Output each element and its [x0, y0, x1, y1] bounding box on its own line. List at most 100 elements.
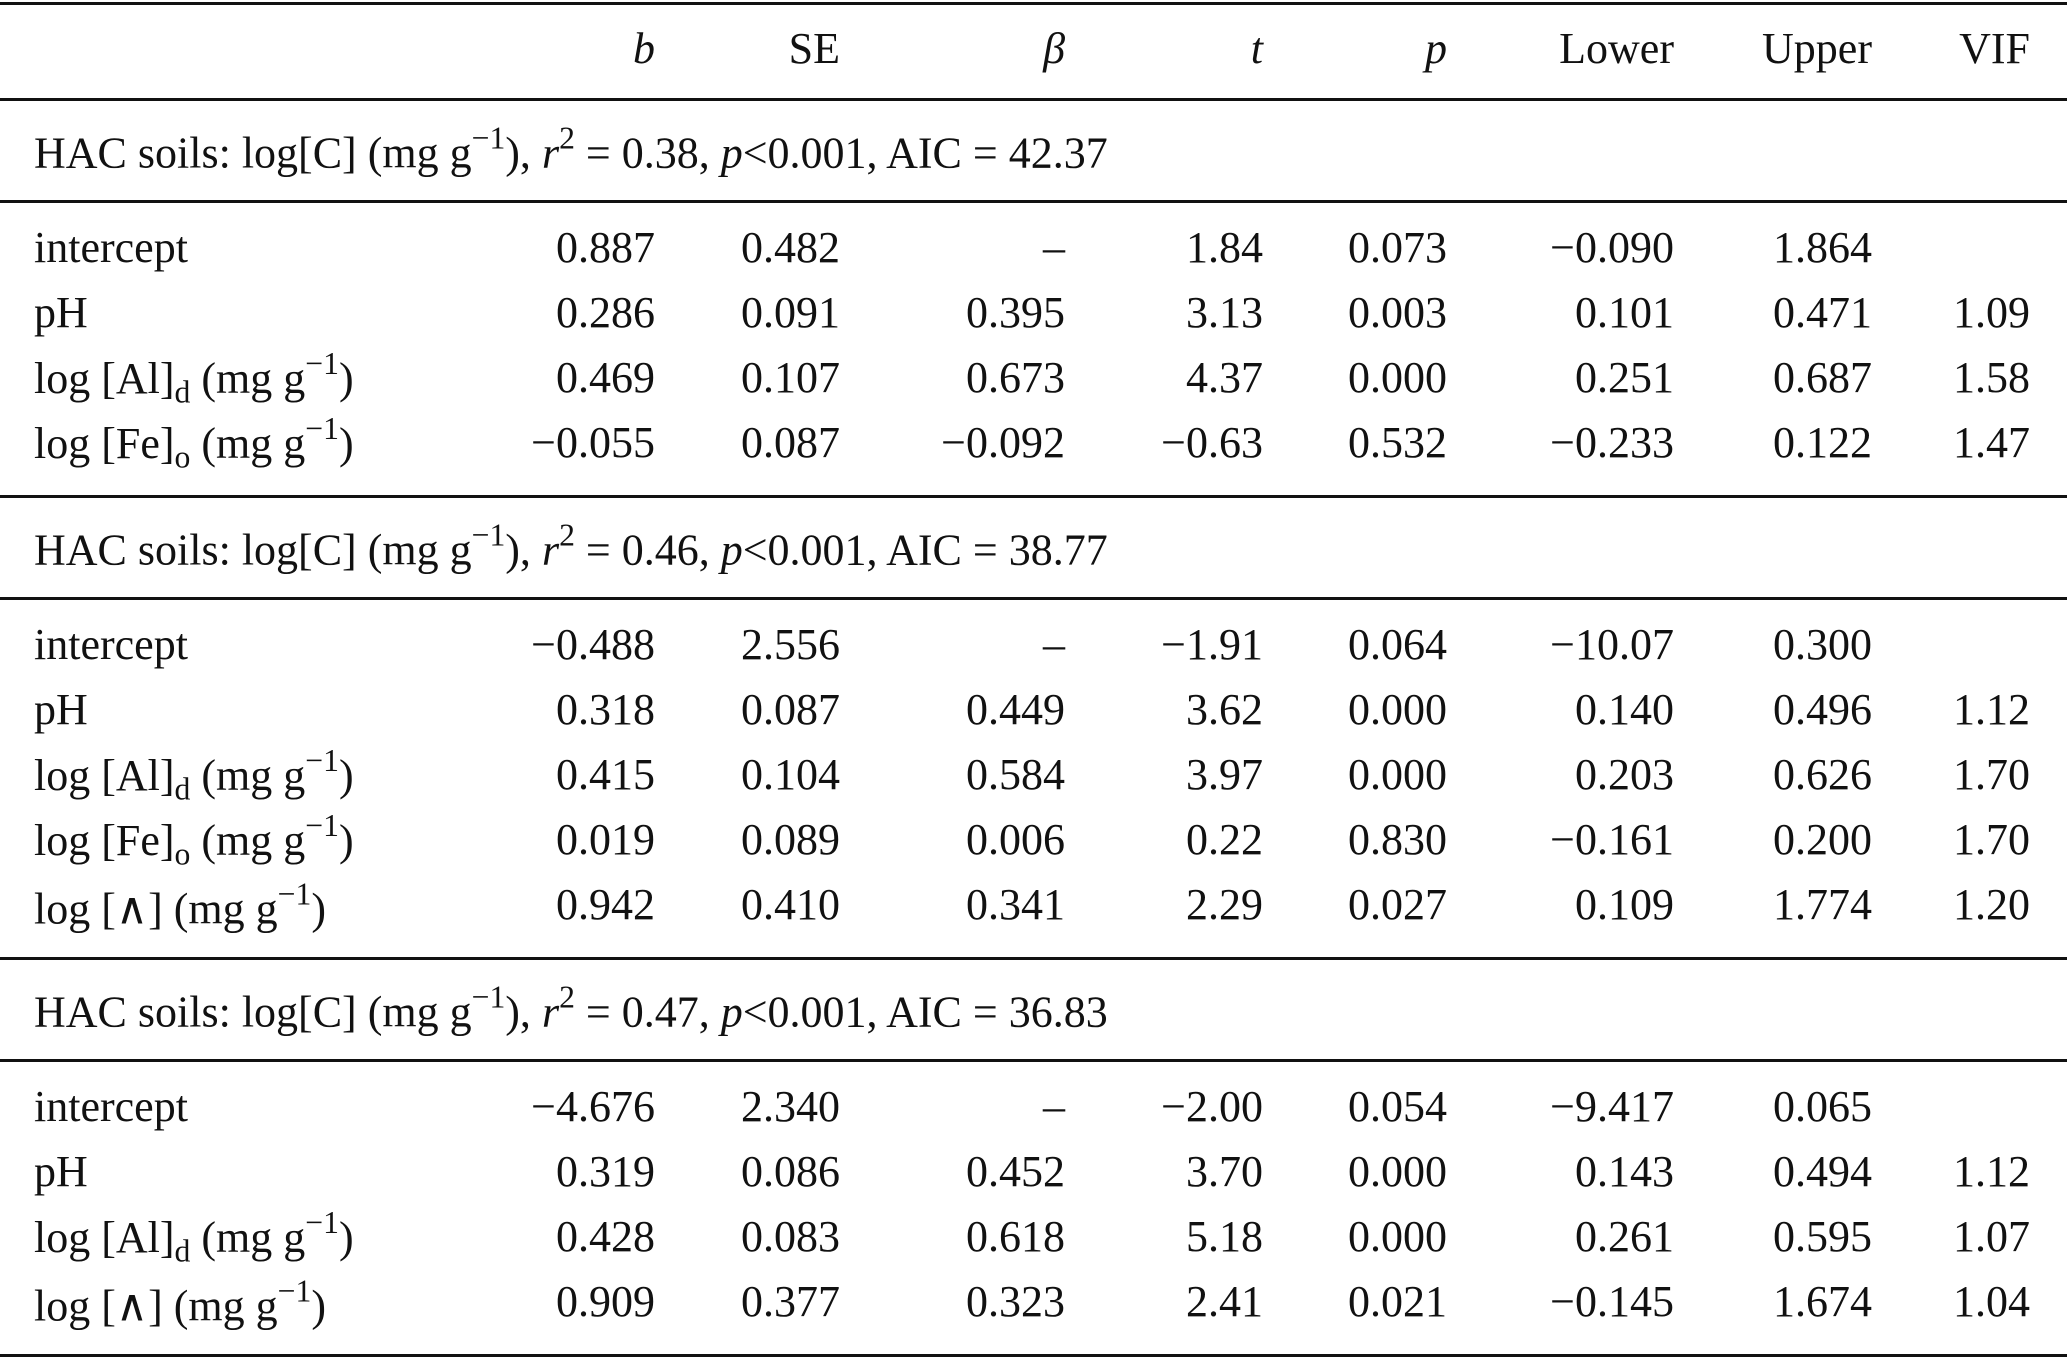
- text-segment: −1: [305, 410, 339, 446]
- cell-value: 0.286: [556, 288, 655, 337]
- rule: [0, 1354, 2067, 1357]
- cell-value: −0.63: [1161, 418, 1263, 467]
- text-segment: log [∧] (mg g: [34, 1281, 278, 1331]
- cell-value: 0.395: [966, 288, 1065, 337]
- column-header: SE: [788, 24, 840, 73]
- text-segment: −1: [471, 120, 506, 156]
- text-segment: −1: [471, 979, 506, 1015]
- text-segment: log [Al]: [34, 353, 175, 403]
- text-segment: −1: [305, 807, 339, 843]
- cell-value: 3.70: [1186, 1147, 1263, 1196]
- cell-value: 1.09: [1953, 288, 2030, 337]
- cell-value: 2.340: [741, 1082, 840, 1131]
- cell-value: 0.107: [741, 353, 840, 402]
- section-title: HAC soils: log[C] (mg g−1), r2 = 0.38, p…: [34, 120, 1108, 178]
- cell-value: 0.000: [1348, 685, 1447, 734]
- cell-value: 0.083: [741, 1212, 840, 1261]
- cell-value: 1.864: [1773, 223, 1872, 272]
- text-segment: ): [311, 1281, 326, 1331]
- text-segment: −1: [277, 1273, 312, 1309]
- cell-value: 0.109: [1575, 880, 1674, 929]
- text-segment: r: [541, 128, 560, 178]
- text-segment: pH: [34, 288, 88, 337]
- row-label: log [Fe]o (mg g−1): [34, 413, 354, 473]
- text-segment: HAC soils: log[C] (mg g: [34, 128, 472, 178]
- cell-value: −0.090: [1550, 223, 1674, 272]
- cell-value: −10.07: [1550, 620, 1674, 669]
- rule: [0, 957, 2067, 960]
- column-header: p: [1425, 24, 1447, 73]
- cell-value: −4.676: [531, 1082, 655, 1131]
- cell-value: 0.687: [1773, 353, 1872, 402]
- cell-value: 0.143: [1575, 1147, 1674, 1196]
- text-segment: log [Al]: [34, 1212, 175, 1262]
- cell-value: 4.37: [1186, 353, 1263, 402]
- cell-value: 0.101: [1575, 288, 1674, 337]
- cell-value: 0.673: [966, 353, 1065, 402]
- cell-value: 0.073: [1348, 223, 1447, 272]
- text-segment: (mg g: [190, 815, 306, 865]
- text-segment: −1: [305, 345, 339, 381]
- row-label: log [∧] (mg g−1): [34, 1273, 326, 1331]
- cell-value: 2.41: [1186, 1277, 1263, 1326]
- row-label: log [Fe]o (mg g−1): [34, 810, 354, 870]
- cell-value: 0.054: [1348, 1082, 1447, 1131]
- cell-value: 0.006: [966, 815, 1065, 864]
- cell-value: −0.092: [941, 418, 1065, 467]
- row-label: pH: [34, 1150, 88, 1194]
- cell-value: 1.58: [1953, 353, 2030, 402]
- cell-value: 2.556: [741, 620, 840, 669]
- text-segment: ): [338, 750, 354, 800]
- text-segment: ),: [505, 987, 542, 1037]
- cell-value: 0.000: [1348, 1212, 1447, 1261]
- text-segment: log [Fe]: [34, 815, 175, 865]
- cell-value: 0.089: [741, 815, 840, 864]
- text-segment: p: [720, 987, 743, 1037]
- cell-value: 0.428: [556, 1212, 655, 1261]
- row-label: log [Al]d (mg g−1): [34, 745, 354, 805]
- row-label: pH: [34, 688, 88, 732]
- cell-value: 0.532: [1348, 418, 1447, 467]
- text-segment: ): [338, 353, 354, 403]
- cell-value: 1.07: [1953, 1212, 2030, 1261]
- row-label: intercept: [34, 623, 188, 667]
- rule: [0, 98, 2067, 101]
- text-segment: = 0.47,: [574, 987, 721, 1037]
- cell-value: 0.064: [1348, 620, 1447, 669]
- cell-value: 0.410: [741, 880, 840, 929]
- cell-value: 0.251: [1575, 353, 1674, 402]
- cell-value: 0.341: [966, 880, 1065, 929]
- cell-value: 0.086: [741, 1147, 840, 1196]
- text-segment: (mg g: [190, 418, 306, 468]
- text-segment: log [∧] (mg g: [34, 884, 278, 934]
- text-segment: d: [174, 374, 191, 410]
- cell-value: 0.021: [1348, 1277, 1447, 1326]
- text-segment: −1: [277, 876, 312, 912]
- cell-value: 0.887: [556, 223, 655, 272]
- text-segment: −1: [305, 742, 339, 778]
- rule: [0, 200, 2067, 203]
- cell-value: −0.055: [531, 418, 655, 467]
- cell-value: 0.065: [1773, 1082, 1872, 1131]
- text-segment: r: [541, 987, 560, 1037]
- column-header: VIF: [1959, 24, 2030, 73]
- text-segment: d: [174, 771, 191, 807]
- text-segment: intercept: [34, 1082, 188, 1131]
- cell-value: 0.595: [1773, 1212, 1872, 1261]
- text-segment: (mg g: [190, 750, 306, 800]
- cell-value: 1.04: [1953, 1277, 2030, 1326]
- cell-value: −0.488: [531, 620, 655, 669]
- cell-value: 1.774: [1773, 880, 1872, 929]
- text-segment: p: [720, 525, 743, 575]
- cell-value: 0.323: [966, 1277, 1065, 1326]
- cell-value: 0.261: [1575, 1212, 1674, 1261]
- text-segment: (mg g: [190, 1212, 306, 1262]
- cell-value: 0.000: [1348, 353, 1447, 402]
- column-header: b: [633, 24, 655, 73]
- cell-value: 0.087: [741, 418, 840, 467]
- text-segment: o: [174, 836, 191, 872]
- text-segment: log [Al]: [34, 750, 175, 800]
- text-segment: = 0.38,: [574, 128, 721, 178]
- text-segment: = 0.46,: [574, 525, 721, 575]
